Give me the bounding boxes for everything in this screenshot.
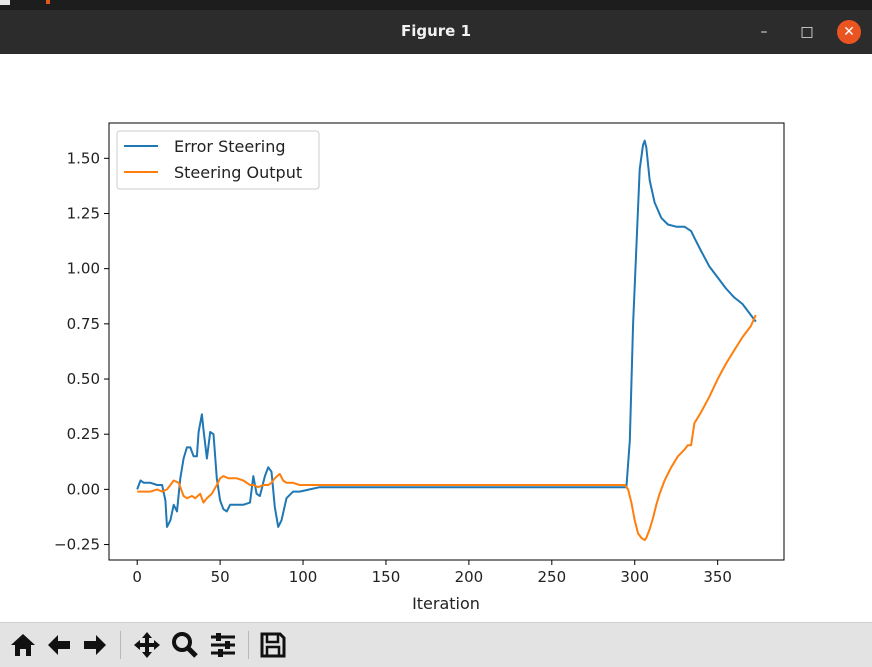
y-tick-label: 0.50	[67, 370, 100, 388]
y-tick-label: 0.25	[67, 425, 100, 443]
legend: Error Steering Steering Output	[116, 130, 320, 190]
y-tick-label: 1.25	[67, 204, 100, 222]
x-tick-label: 250	[537, 568, 566, 586]
toolbar-separator	[120, 631, 121, 659]
x-tick-label: 0	[132, 568, 142, 586]
y-tick-label: −0.25	[54, 536, 100, 554]
legend-label-error-steering: Error Steering	[174, 137, 286, 156]
window-title: Figure 1	[400, 22, 472, 40]
x-tick-label: 200	[455, 568, 484, 586]
x-axis-label: Iteration	[412, 594, 480, 613]
screen-top-strip	[0, 0, 872, 10]
x-tick-label: 50	[211, 568, 230, 586]
series-line-steering-output	[137, 314, 757, 542]
top-strip-accent	[0, 0, 10, 5]
x-tick-label: 150	[372, 568, 401, 586]
y-tick-label: 0.75	[67, 315, 100, 333]
line-chart: 0 50 100 150 200 250 300 350 −0.25 0.00 0.25 0.50 0.…	[54, 122, 785, 613]
y-tick-label: 1.50	[67, 149, 100, 167]
close-icon[interactable]: ✕	[837, 20, 861, 44]
matplotlib-toolbar	[0, 622, 872, 667]
minimize-icon[interactable]: –	[760, 24, 768, 40]
y-tick-label: 1.00	[67, 260, 100, 278]
x-tick-label: 300	[620, 568, 649, 586]
x-tick-label: 100	[289, 568, 318, 586]
legend-box	[116, 130, 320, 190]
pan-move-icon[interactable]	[132, 630, 162, 660]
y-tick-label: 0.00	[67, 480, 100, 498]
maximize-icon[interactable]: □	[800, 24, 814, 40]
home-icon[interactable]	[8, 630, 38, 660]
x-tick-label: 350	[703, 568, 732, 586]
toolbar-separator	[248, 631, 249, 659]
configure-subplots-icon[interactable]	[208, 630, 238, 660]
window-titlebar[interactable]: Figure 1 – □ ✕	[0, 10, 872, 54]
save-floppy-icon[interactable]	[258, 630, 288, 660]
figure-canvas: 0 50 100 150 200 250 300 350 −0.25 0.00 0.25 0.50 0.…	[0, 54, 872, 622]
forward-arrow-icon[interactable]	[80, 630, 110, 660]
top-strip-accent-orange	[46, 0, 50, 4]
series-line-error-steering	[136, 139, 757, 528]
legend-label-steering-output: Steering Output	[174, 163, 302, 182]
back-arrow-icon[interactable]	[44, 630, 74, 660]
zoom-magnifier-icon[interactable]	[170, 630, 200, 660]
